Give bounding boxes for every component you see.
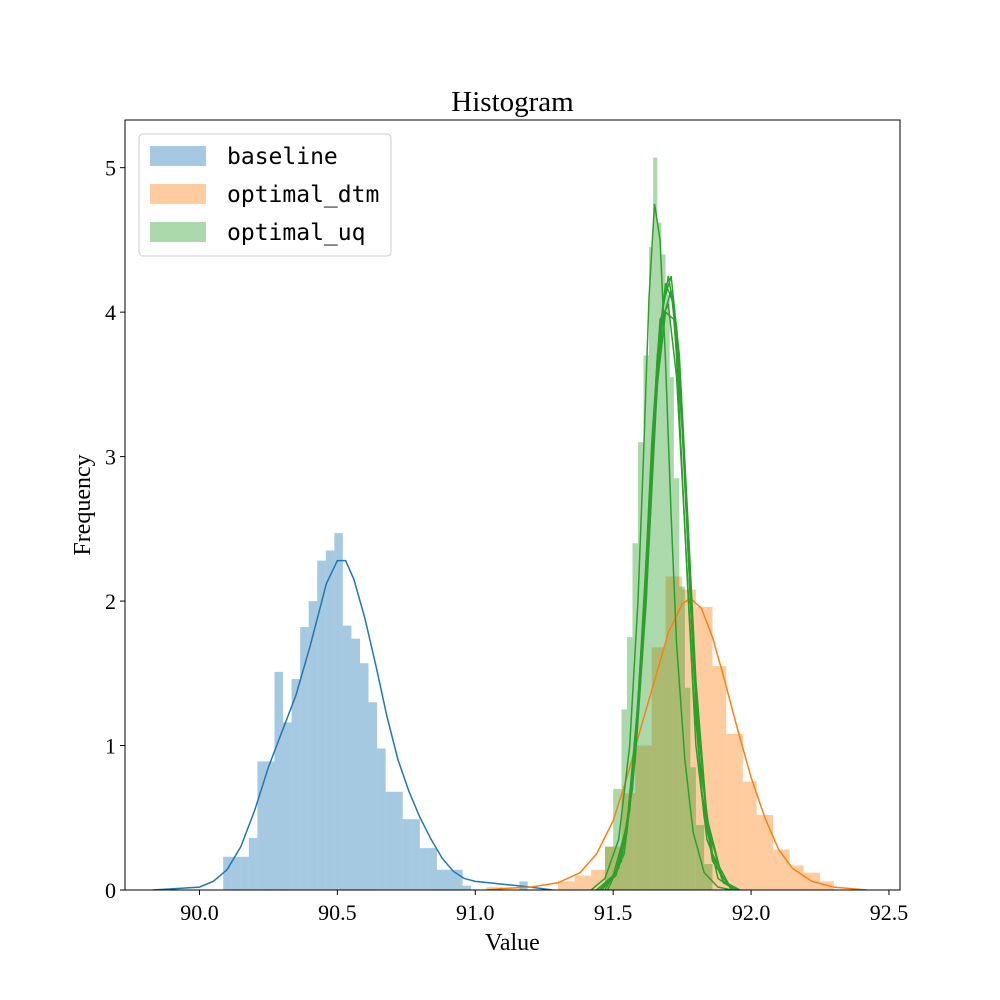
histogram-bar	[613, 788, 622, 890]
histogram-bar	[789, 865, 804, 890]
y-tick-label: 0	[105, 878, 116, 903]
series-optimal_dtm-kde	[486, 597, 867, 890]
x-tick-label: 90.0	[180, 900, 219, 925]
histogram-bar	[462, 885, 472, 890]
histogram-bar	[621, 709, 627, 890]
histogram-bar	[325, 550, 335, 890]
legend-label-optimal_dtm: optimal_dtm	[227, 182, 379, 208]
chart-title: Histogram	[451, 86, 574, 118]
y-tick-label: 2	[105, 589, 116, 614]
legend-swatch-baseline	[150, 146, 206, 166]
histogram-bar	[643, 355, 650, 890]
x-axis-label: Value	[485, 930, 540, 956]
histogram-bar	[402, 819, 412, 890]
histogram-bar	[635, 745, 652, 890]
histogram-bar	[454, 869, 463, 890]
histogram-bar	[428, 848, 437, 890]
histogram-bar	[657, 222, 662, 890]
axes-frame	[124, 119, 901, 891]
histogram-bar	[368, 702, 378, 890]
histogram-bar	[283, 722, 292, 890]
kde-curve	[606, 275, 738, 890]
histogram-bar	[649, 247, 654, 890]
histogram-bar	[773, 849, 790, 890]
histogram-bar	[223, 856, 232, 890]
legend: baseline optimal_dtm optimal_uq	[138, 133, 392, 257]
series-baseline-bars	[223, 533, 528, 890]
histogram-bar	[334, 533, 343, 890]
kde-curve	[152, 559, 553, 890]
histogram-bar	[756, 814, 774, 890]
histogram-bar	[669, 377, 674, 890]
histogram-bar	[291, 679, 301, 890]
x-axis: 90.0 90.5 91.0 91.5 92.0 92.5	[180, 890, 908, 925]
histogram-bar	[274, 671, 284, 890]
x-tick-label: 91.5	[594, 900, 633, 925]
legend-box	[138, 133, 392, 257]
histogram-bar	[653, 157, 658, 890]
histogram-bar	[385, 791, 395, 890]
histogram-bar	[300, 627, 309, 890]
histogram-bar	[742, 781, 757, 890]
histogram-bar	[445, 869, 455, 890]
kde-curve	[590, 203, 732, 890]
plot-area	[152, 157, 867, 890]
y-axis-label: Frequency	[70, 454, 96, 555]
y-tick-label: 4	[105, 300, 116, 325]
histogram-bar	[342, 625, 352, 890]
histogram-bar	[257, 761, 266, 890]
histogram-bar	[359, 663, 369, 890]
histogram-bar	[726, 733, 743, 890]
legend-swatch-optimal_dtm	[150, 184, 206, 204]
histogram-bar	[626, 637, 633, 890]
legend-swatch-optimal_uq	[150, 222, 206, 242]
histogram-bar	[419, 848, 429, 890]
y-axis: 0 1 2 3 4 5	[105, 156, 125, 903]
histogram-bar	[665, 294, 670, 890]
histogram-bar	[679, 586, 685, 890]
histogram-bar	[377, 748, 386, 890]
histogram-bar	[712, 666, 727, 890]
histogram-bar	[240, 856, 249, 890]
histogram-bar	[411, 819, 420, 890]
histogram-bar	[248, 837, 258, 890]
y-tick-label: 3	[105, 445, 116, 470]
y-tick-label: 1	[105, 734, 116, 759]
histogram-bar	[265, 761, 275, 890]
histogram-bar	[661, 254, 666, 890]
x-tick-label: 92.0	[732, 900, 771, 925]
histogram-bar	[351, 638, 360, 890]
histogram-bar	[436, 869, 446, 890]
series-optimal_uq-kde	[590, 203, 741, 890]
x-tick-label: 91.0	[456, 900, 495, 925]
histogram-bar	[621, 793, 636, 890]
x-tick-label: 92.5	[870, 900, 909, 925]
histogram-bar	[231, 856, 241, 890]
histogram-bar	[651, 647, 666, 890]
y-tick-label: 5	[105, 156, 116, 181]
kde-curve	[486, 597, 867, 890]
histogram-bar	[632, 543, 638, 890]
histogram-bar	[673, 478, 680, 890]
histogram-bar	[558, 881, 575, 890]
legend-label-baseline: baseline	[227, 144, 338, 170]
histogram-bar	[317, 560, 326, 890]
series-baseline-kde	[152, 559, 553, 890]
histogram-bar	[308, 601, 318, 890]
x-tick-label: 90.5	[318, 900, 357, 925]
histogram-bar	[394, 791, 403, 890]
legend-label-optimal_uq: optimal_uq	[227, 220, 365, 246]
histogram-bar	[574, 875, 592, 890]
